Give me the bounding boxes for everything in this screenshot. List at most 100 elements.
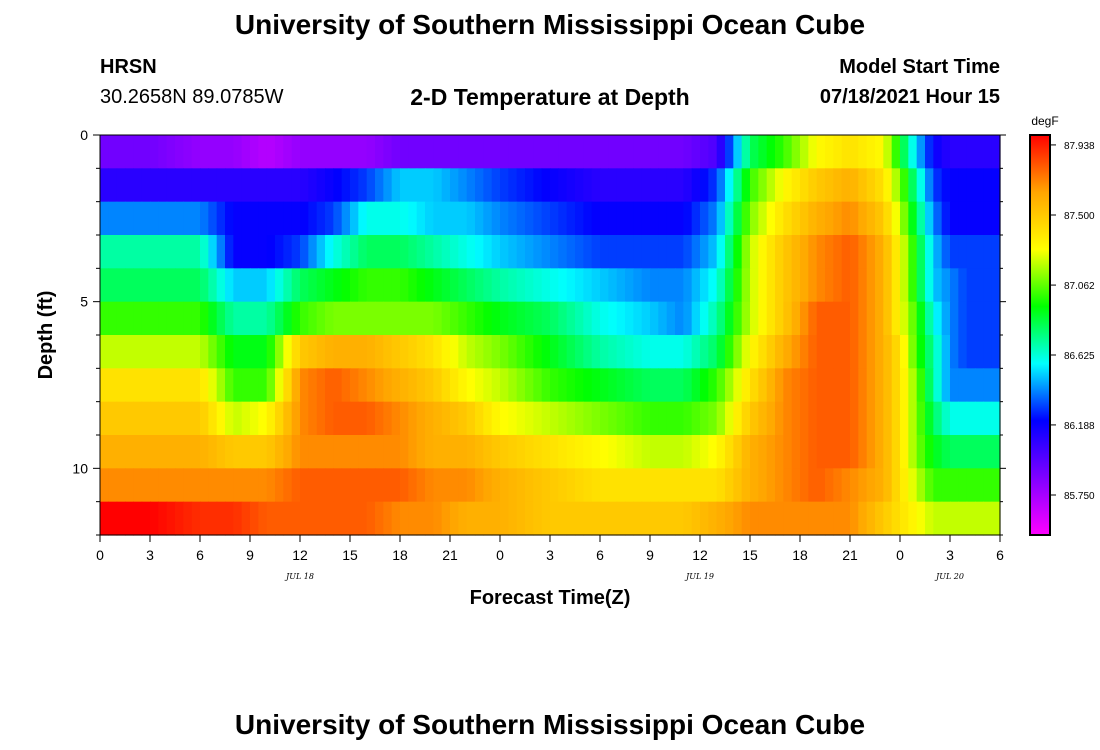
- heatmap-cell: [458, 268, 468, 303]
- heatmap-cell: [283, 235, 293, 269]
- heatmap-cell: [200, 268, 209, 303]
- heatmap-cell: [541, 201, 551, 236]
- heatmap-cell: [825, 435, 834, 469]
- heatmap-cell: [391, 335, 401, 369]
- x-tick-label: 3: [946, 547, 954, 563]
- heatmap-cell: [175, 435, 184, 469]
- heatmap-cell: [633, 501, 643, 536]
- heatmap-cell: [500, 301, 509, 336]
- heatmap-cell: [566, 268, 576, 303]
- heatmap-cell: [583, 468, 593, 503]
- heatmap-cell: [375, 501, 384, 536]
- footer-title: University of Southern Mississippi Ocean…: [234, 709, 866, 740]
- heatmap-cell: [841, 501, 851, 536]
- heatmap-cell: [750, 401, 759, 436]
- x-tick-label: 6: [196, 547, 204, 563]
- heatmap-cell: [716, 335, 726, 369]
- heatmap-cell: [125, 168, 134, 203]
- heatmap-cell: [358, 401, 368, 436]
- heatmap-cell: [491, 235, 501, 269]
- heatmap-cell: [850, 368, 859, 403]
- heatmap-cell: [141, 435, 151, 469]
- heatmap-cell: [975, 268, 984, 303]
- heatmap-cell: [666, 268, 676, 303]
- heatmap-cell: [375, 368, 384, 403]
- heatmap-cell: [441, 268, 451, 303]
- heatmap-cell: [958, 335, 968, 369]
- heatmap-cell: [758, 168, 768, 203]
- heatmap-cell: [175, 368, 184, 403]
- heatmap-cell: [641, 135, 651, 169]
- heatmap-cell: [466, 401, 476, 436]
- heatmap-cell: [616, 335, 626, 369]
- heatmap-cell: [133, 235, 143, 269]
- heatmap-cell: [408, 201, 418, 236]
- heatmap-cell: [733, 335, 743, 369]
- heatmap-cell: [441, 301, 451, 336]
- heatmap-cell: [866, 335, 876, 369]
- heatmap-cell: [266, 301, 276, 336]
- heatmap-cell: [575, 401, 584, 436]
- heatmap-cell: [466, 168, 476, 203]
- heatmap-cell: [191, 201, 201, 236]
- heatmap-cell: [800, 435, 809, 469]
- heatmap-cell: [208, 135, 218, 169]
- heatmap-cell: [366, 201, 376, 236]
- heatmap-cell: [375, 301, 384, 336]
- heatmap-cell: [741, 501, 751, 536]
- heatmap-cell: [775, 435, 784, 469]
- heatmap-cell: [183, 301, 193, 336]
- heatmap-cell: [458, 335, 468, 369]
- heatmap-cell: [875, 168, 884, 203]
- heatmap-cell: [683, 268, 693, 303]
- heatmap-cell: [533, 301, 543, 336]
- heatmap-cell: [283, 135, 293, 169]
- heatmap-cell: [675, 168, 684, 203]
- heatmap-cell: [441, 435, 451, 469]
- heatmap-cell: [233, 135, 243, 169]
- heatmap-cell: [550, 168, 559, 203]
- heatmap-cell: [741, 301, 751, 336]
- heatmap-cell: [641, 501, 651, 536]
- heatmap-cell: [266, 501, 276, 536]
- heatmap-cell: [233, 301, 243, 336]
- heatmap-cell: [233, 268, 243, 303]
- heatmap-cell: [550, 135, 559, 169]
- heatmap-cell: [450, 401, 459, 436]
- heatmap-cell: [391, 401, 401, 436]
- heatmap-cell: [541, 235, 551, 269]
- heatmap-cell: [150, 468, 159, 503]
- heatmap-cell: [466, 368, 476, 403]
- heatmap-cell: [591, 368, 601, 403]
- heatmap-cell: [583, 435, 593, 469]
- heatmap-cell: [891, 268, 901, 303]
- heatmap-cell: [941, 168, 951, 203]
- heatmap-cell: [191, 435, 201, 469]
- heatmap-cell: [283, 168, 293, 203]
- heatmap-cell: [391, 435, 401, 469]
- heatmap-cell: [566, 501, 576, 536]
- heatmap-cell: [933, 368, 943, 403]
- heatmap-cell: [425, 401, 434, 436]
- heatmap-cell: [683, 235, 693, 269]
- heatmap-cell: [241, 335, 251, 369]
- heatmap-cell: [866, 135, 876, 169]
- heatmap-cell: [191, 135, 201, 169]
- heatmap-cell: [866, 368, 876, 403]
- heatmap-cell: [375, 135, 384, 169]
- heatmap-cell: [341, 235, 351, 269]
- heatmap-cell: [425, 201, 434, 236]
- heatmap-cell: [408, 168, 418, 203]
- heatmap-cell: [866, 268, 876, 303]
- heatmap-cell: [908, 168, 918, 203]
- heatmap-cell: [775, 401, 784, 436]
- heatmap-cell: [325, 335, 334, 369]
- heatmap-cell: [116, 468, 126, 503]
- heatmap-cell: [191, 468, 201, 503]
- heatmap-cell: [500, 501, 509, 536]
- heatmap-cell: [783, 501, 793, 536]
- x-tick-label: 9: [246, 547, 254, 563]
- heatmap-cell: [475, 335, 484, 369]
- heatmap-cell: [391, 135, 401, 169]
- heatmap-cell: [550, 468, 559, 503]
